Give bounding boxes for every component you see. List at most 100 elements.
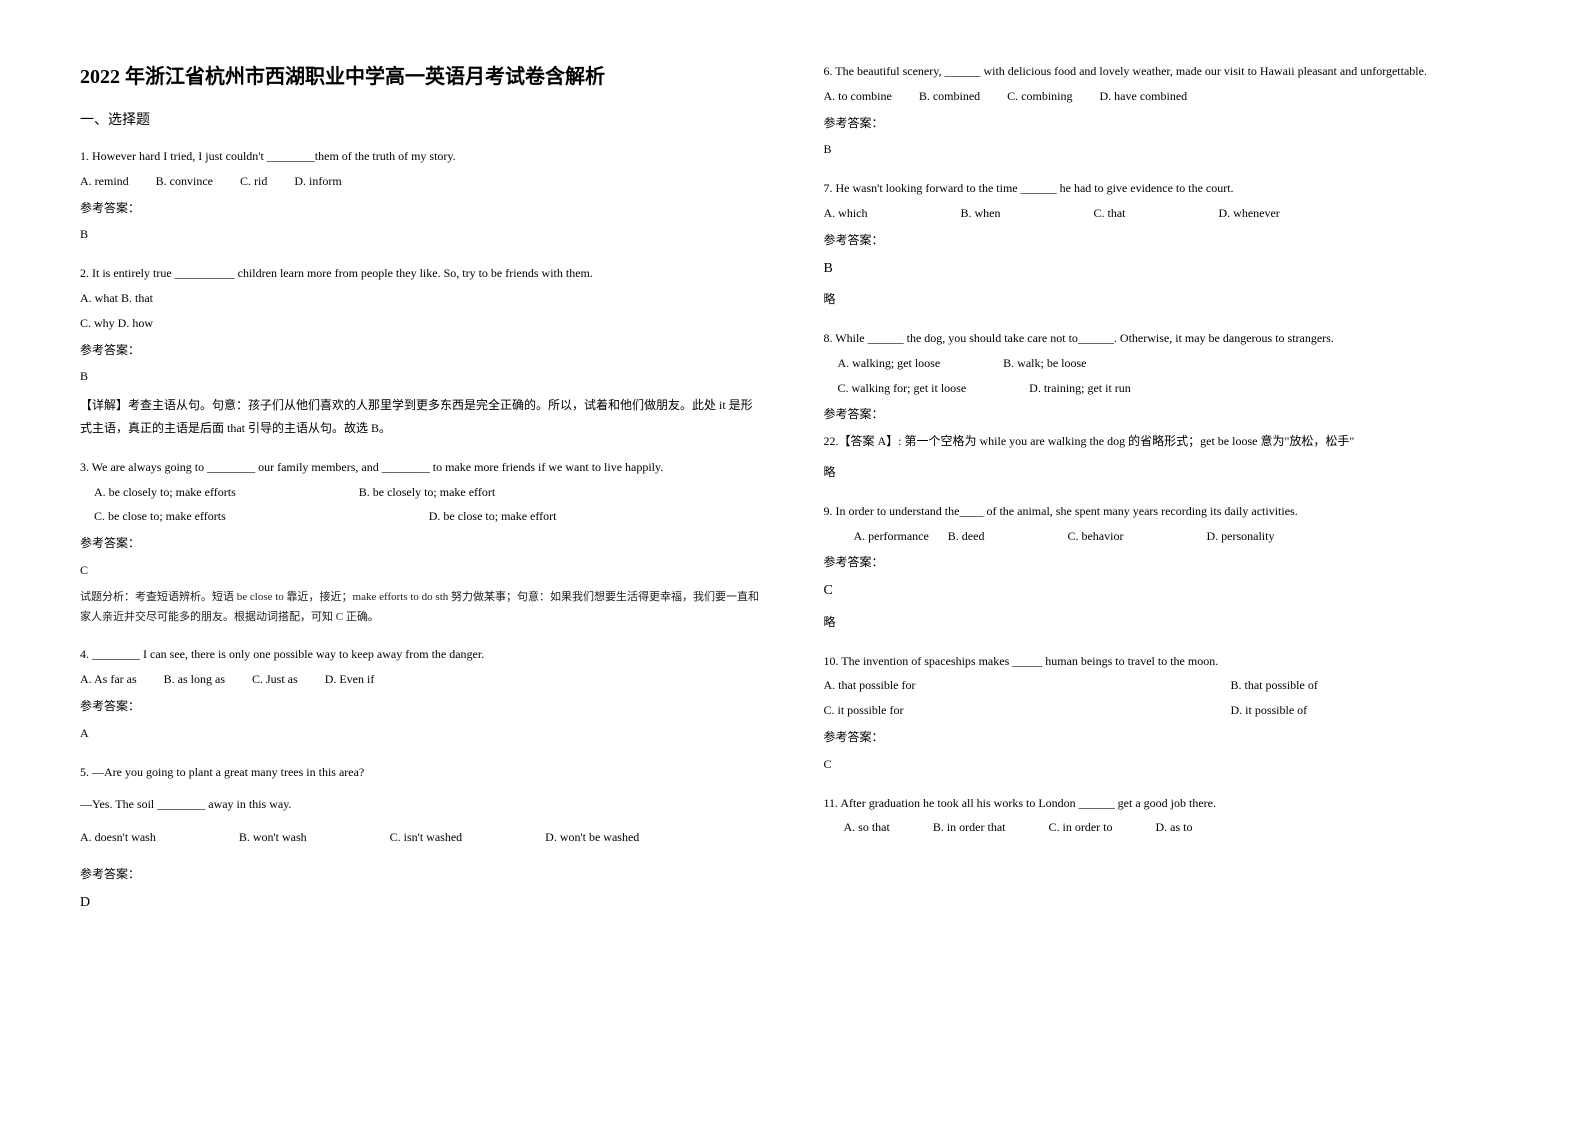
question-9: 9. In order to understand the____ of the… bbox=[824, 500, 1508, 634]
question-options: A. performance B. deed C. behavior D. pe… bbox=[824, 525, 1508, 548]
option-c: C. walking for; get it loose bbox=[838, 377, 967, 400]
answer-value: C bbox=[80, 559, 764, 582]
answer-label: 参考答案： bbox=[824, 726, 1508, 749]
option-a: A. walking; get loose bbox=[838, 352, 941, 375]
option-a: A. As far as bbox=[80, 668, 137, 691]
question-text: 11. After graduation he took all his wor… bbox=[824, 792, 1508, 815]
option-b: B. in order that bbox=[933, 816, 1006, 839]
question-options-line1: A. what B. that bbox=[80, 287, 764, 310]
answer-label: 参考答案： bbox=[824, 112, 1508, 135]
option-d: D. training; get it run bbox=[1029, 377, 1131, 400]
option-a: A. doesn't wash bbox=[80, 826, 156, 849]
option-b: B. be closely to; make effort bbox=[359, 481, 495, 504]
question-text: 7. He wasn't looking forward to the time… bbox=[824, 177, 1508, 200]
answer-value: B bbox=[80, 365, 764, 388]
answer-label: 参考答案： bbox=[824, 551, 1508, 574]
question-options: A. to combine B. combined C. combining D… bbox=[824, 85, 1508, 108]
question-options-row1: A. walking; get loose B. walk; be loose bbox=[824, 352, 1508, 375]
answer-value: B bbox=[80, 223, 764, 246]
answer-label: 参考答案： bbox=[80, 532, 764, 555]
option-b: B. walk; be loose bbox=[1003, 352, 1086, 375]
question-10: 10. The invention of spaceships makes __… bbox=[824, 650, 1508, 776]
option-c: C. it possible for bbox=[824, 699, 1204, 722]
question-options: A. so that B. in order that C. in order … bbox=[824, 816, 1508, 839]
question-8: 8. While ______ the dog, you should take… bbox=[824, 327, 1508, 484]
answer-label: 参考答案： bbox=[824, 229, 1508, 252]
question-text: 8. While ______ the dog, you should take… bbox=[824, 327, 1508, 350]
option-c: C. be close to; make efforts bbox=[94, 505, 226, 528]
answer-lue: 略 bbox=[824, 288, 1508, 311]
question-options-row1: A. be closely to; make efforts B. be clo… bbox=[80, 481, 764, 504]
option-c: C. in order to bbox=[1049, 816, 1113, 839]
answer-value: B bbox=[824, 256, 1508, 283]
question-7: 7. He wasn't looking forward to the time… bbox=[824, 177, 1508, 311]
answer-value: A bbox=[80, 722, 764, 745]
question-6: 6. The beautiful scenery, ______ with de… bbox=[824, 60, 1508, 161]
option-d: D. be close to; make effort bbox=[429, 505, 557, 528]
question-options: A. doesn't wash B. won't wash C. isn't w… bbox=[80, 826, 764, 849]
option-b: B. combined bbox=[919, 85, 980, 108]
option-a: A. remind bbox=[80, 170, 129, 193]
question-options-line2: C. why D. how bbox=[80, 312, 764, 335]
question-2: 2. It is entirely true __________ childr… bbox=[80, 262, 764, 440]
section-header: 一、选择题 bbox=[80, 109, 764, 129]
question-text: 2. It is entirely true __________ childr… bbox=[80, 262, 764, 285]
question-options: A. remind B. convince C. rid D. inform bbox=[80, 170, 764, 193]
option-d: D. personality bbox=[1206, 525, 1274, 548]
question-options: A. As far as B. as long as C. Just as D.… bbox=[80, 668, 764, 691]
answer-lue: 略 bbox=[824, 611, 1508, 634]
question-explain: 22.【答案 A】: 第一个空格为 while you are walking … bbox=[824, 430, 1508, 453]
option-c: C. isn't washed bbox=[390, 826, 463, 849]
question-options: A. which B. when C. that D. whenever bbox=[824, 202, 1508, 225]
question-text-line2: —Yes. The soil ________ away in this way… bbox=[80, 793, 764, 816]
option-d: D. Even if bbox=[325, 668, 375, 691]
question-options-row2: C. be close to; make efforts D. be close… bbox=[80, 505, 764, 528]
option-b: B. won't wash bbox=[239, 826, 307, 849]
question-options-row1: A. that possible for B. that possible of bbox=[824, 674, 1508, 697]
page: 2022 年浙江省杭州市西湖职业中学高一英语月考试卷含解析 一、选择题 1. H… bbox=[80, 60, 1507, 932]
option-d: D. it possible of bbox=[1231, 699, 1308, 722]
question-options-row2: C. it possible for D. it possible of bbox=[824, 699, 1508, 722]
question-explain: 试题分析：考查短语辨析。短语 be close to 靠近，接近；make ef… bbox=[80, 588, 764, 628]
option-d: D. have combined bbox=[1100, 85, 1188, 108]
option-c: C. that bbox=[1094, 202, 1126, 225]
option-b: B. as long as bbox=[164, 668, 225, 691]
answer-label: 参考答案： bbox=[824, 403, 1508, 426]
option-c: C. combining bbox=[1007, 85, 1072, 108]
question-text: 3. We are always going to ________ our f… bbox=[80, 456, 764, 479]
answer-label: 参考答案： bbox=[80, 339, 764, 362]
option-a: A. be closely to; make efforts bbox=[94, 481, 236, 504]
answer-label: 参考答案： bbox=[80, 863, 764, 886]
question-1: 1. However hard I tried, I just couldn't… bbox=[80, 145, 764, 246]
question-4: 4. ________ I can see, there is only one… bbox=[80, 643, 764, 744]
question-text-line1: 5. —Are you going to plant a great many … bbox=[80, 761, 764, 784]
answer-value: C bbox=[824, 578, 1508, 605]
question-options-row2: C. walking for; get it loose D. training… bbox=[824, 377, 1508, 400]
option-a: A. to combine bbox=[824, 85, 892, 108]
question-text: 9. In order to understand the____ of the… bbox=[824, 500, 1508, 523]
answer-label: 参考答案： bbox=[80, 197, 764, 220]
question-text: 1. However hard I tried, I just couldn't… bbox=[80, 145, 764, 168]
question-5: 5. —Are you going to plant a great many … bbox=[80, 761, 764, 917]
question-text: 4. ________ I can see, there is only one… bbox=[80, 643, 764, 666]
option-b: B. when bbox=[961, 202, 1001, 225]
option-d: D. whenever bbox=[1219, 202, 1280, 225]
option-a: A. that possible for bbox=[824, 674, 1204, 697]
question-11: 11. After graduation he took all his wor… bbox=[824, 792, 1508, 840]
option-d: D. won't be washed bbox=[545, 826, 639, 849]
question-explain: 【详解】考查主语从句。句意：孩子们从他们喜欢的人那里学到更多东西是完全正确的。所… bbox=[80, 394, 764, 440]
right-column: 6. The beautiful scenery, ______ with de… bbox=[824, 60, 1508, 932]
option-d: D. inform bbox=[294, 170, 341, 193]
exam-title: 2022 年浙江省杭州市西湖职业中学高一英语月考试卷含解析 bbox=[80, 60, 764, 89]
option-c: C. rid bbox=[240, 170, 267, 193]
option-b: B. that possible of bbox=[1231, 674, 1318, 697]
question-text: 6. The beautiful scenery, ______ with de… bbox=[824, 60, 1508, 83]
option-b: B. deed bbox=[948, 525, 985, 548]
option-d: D. as to bbox=[1156, 816, 1193, 839]
option-a: A. which bbox=[824, 202, 868, 225]
option-b: B. convince bbox=[156, 170, 213, 193]
option-c: C. behavior bbox=[1067, 525, 1123, 548]
answer-value: D bbox=[80, 890, 764, 917]
question-text: 10. The invention of spaceships makes __… bbox=[824, 650, 1508, 673]
option-a: A. so that bbox=[844, 816, 890, 839]
